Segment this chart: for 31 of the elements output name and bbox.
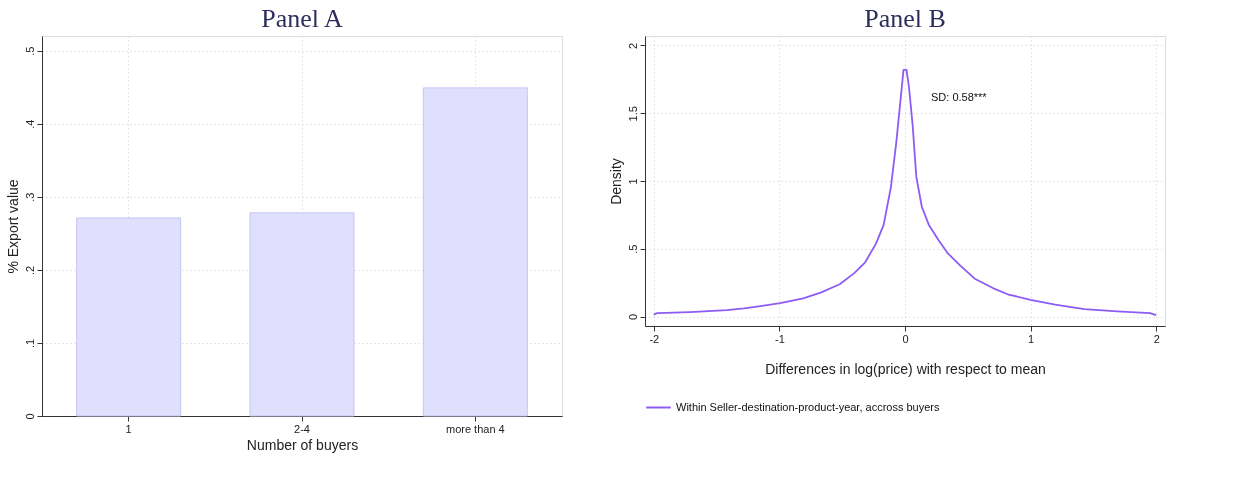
y-tick-label: .5 <box>626 244 639 254</box>
x-tick-label: 0 <box>902 332 909 345</box>
x-axis-title: Differences in log(price) with respect to mean <box>765 360 1046 377</box>
x-tick-label: more than 4 <box>445 422 505 435</box>
x-tick-label: -1 <box>775 332 785 345</box>
annotation: SD: 0.58*** <box>931 91 988 103</box>
y-axis-title: % Export value <box>4 179 21 274</box>
y-tick-label: .2 <box>23 265 36 275</box>
y-tick-label: 0 <box>23 413 36 420</box>
y-tick-label: 1.5 <box>626 106 639 122</box>
y-tick-label: .5 <box>23 46 36 56</box>
bar <box>76 217 182 417</box>
y-tick-label: 1 <box>626 178 639 185</box>
y-tick-label: 0 <box>626 313 639 321</box>
chart-title: Panel A <box>261 4 344 33</box>
line-series <box>652 68 1158 316</box>
y-tick-label: .4 <box>23 119 36 129</box>
bar <box>422 87 528 417</box>
legend-label: Within Seller-destination-product-year, accross buyers <box>676 400 940 413</box>
x-tick-label: 1 <box>1028 332 1035 345</box>
x-tick-label: 2 <box>1153 332 1160 345</box>
x-axis-title: Number of buyers <box>246 436 359 453</box>
x-tick-label: -2 <box>649 332 660 345</box>
x-tick-label: 2-4 <box>294 422 310 435</box>
x-tick-label: 1 <box>125 422 132 435</box>
y-tick-label: .3 <box>23 192 36 202</box>
y-tick-label: .1 <box>23 338 36 349</box>
y-axis-title: Density <box>607 158 624 205</box>
chart-title: Panel B <box>864 4 946 33</box>
bar <box>249 212 355 417</box>
y-tick-label: 2 <box>626 42 639 50</box>
